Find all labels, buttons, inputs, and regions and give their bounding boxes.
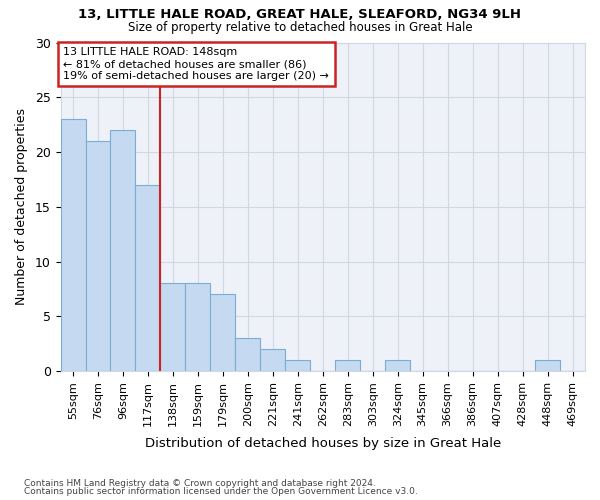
Bar (185, 284, 211, 371)
Bar (385, 360, 410, 371)
Bar (260, 349, 286, 371)
Bar (110, 130, 136, 371)
Bar (211, 294, 235, 371)
X-axis label: Distribution of detached houses by size in Great Hale: Distribution of detached houses by size … (145, 437, 501, 450)
Bar (335, 360, 360, 371)
Bar (136, 185, 160, 371)
Text: Contains public sector information licensed under the Open Government Licence v3: Contains public sector information licen… (24, 487, 418, 496)
Bar (61, 119, 86, 371)
Bar (286, 360, 310, 371)
Text: Size of property relative to detached houses in Great Hale: Size of property relative to detached ho… (128, 21, 472, 34)
Bar (535, 360, 560, 371)
Bar (235, 338, 260, 371)
Bar (160, 284, 185, 371)
Text: 13, LITTLE HALE ROAD, GREAT HALE, SLEAFORD, NG34 9LH: 13, LITTLE HALE ROAD, GREAT HALE, SLEAFO… (79, 8, 521, 20)
Y-axis label: Number of detached properties: Number of detached properties (15, 108, 28, 306)
Text: Contains HM Land Registry data © Crown copyright and database right 2024.: Contains HM Land Registry data © Crown c… (24, 478, 376, 488)
Text: 13 LITTLE HALE ROAD: 148sqm
← 81% of detached houses are smaller (86)
19% of sem: 13 LITTLE HALE ROAD: 148sqm ← 81% of det… (63, 48, 329, 80)
Bar (86, 141, 110, 371)
